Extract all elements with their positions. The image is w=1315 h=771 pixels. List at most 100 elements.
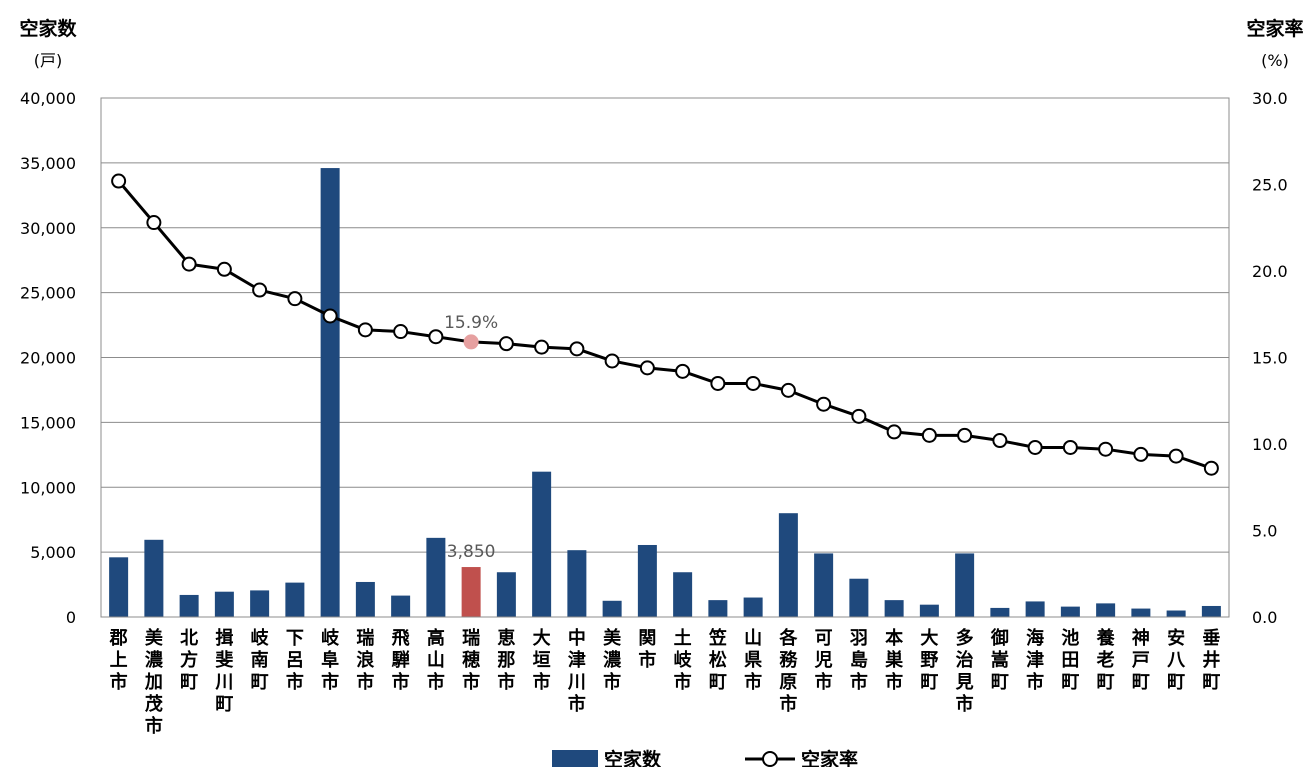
point [428,329,444,345]
bar [1060,606,1080,617]
right-axis-ticks: 0.0 5.0 10.0 15.0 20.0 25.0 30.0 [1252,89,1288,627]
bar [849,578,869,617]
category-label: 高山市 [427,627,445,693]
category-label: 土岐市 [674,628,693,693]
bar [320,168,340,617]
point [1203,460,1219,476]
left-tick-label: 15,000 [20,413,76,432]
bar-annotation: 3,850 [447,542,496,562]
point [816,396,832,412]
point [498,336,514,352]
point [1168,448,1184,464]
category-label: 養老町 [1096,627,1115,693]
category-label: 多治見市 [955,627,974,715]
category-label: 安八町 [1167,627,1186,693]
left-axis-ticks: 0 5,000 10,000 15,000 20,000 25,000 30,000 35,0… [20,89,76,627]
category-label: 瑞穂市 [462,628,480,693]
plot-frame [100,97,1230,618]
legend-swatch-marker [762,751,778,767]
category-label: 下呂市 [286,628,304,693]
category-label: 郡上市 [109,628,128,693]
bar [426,537,446,617]
point [111,173,127,189]
category-label: 海津市 [1026,627,1044,693]
bar [708,600,728,617]
point [745,375,761,391]
point [287,291,303,307]
bar [919,604,939,617]
legend-label-line: 空家率 [801,748,858,767]
category-label: 岐南町 [251,627,270,693]
bar [814,553,834,617]
right-tick-label: 25.0 [1252,176,1288,195]
category-label: 本巣市 [884,627,904,693]
axes [100,97,1230,618]
legend-label-bar: 空家数 [604,748,662,767]
bar [955,553,975,617]
point-annotation: 15.9% [444,313,498,333]
point [357,322,373,338]
right-tick-label: 20.0 [1252,262,1288,281]
category-label: 山県市 [744,628,762,693]
left-axis-unit: (戸) [34,51,63,70]
category-label: 神戸町 [1132,627,1150,693]
point [851,408,867,424]
point [921,427,937,443]
point [992,433,1008,449]
category-label: 美濃加茂市 [144,627,164,737]
category-label: 羽島市 [850,628,868,693]
left-tick-label: 25,000 [20,284,76,303]
bar [285,582,305,617]
bar [1025,601,1045,617]
point [639,360,655,376]
category-label: 揖斐川町 [214,627,233,715]
point [322,308,338,324]
bar [1166,610,1186,617]
category-label: 恵那市 [497,627,515,693]
category-label: 大野町 [920,627,938,693]
category-label: 瑞浪市 [356,628,374,693]
bar [496,572,516,617]
bar [391,595,411,617]
bar [461,567,481,617]
point [569,341,585,357]
category-label: 美濃市 [603,627,622,693]
right-tick-label: 30.0 [1252,89,1288,108]
right-axis-title: 空家率 [1246,17,1303,40]
category-label: 飛騨市 [391,628,410,693]
point [1098,441,1114,457]
point [1133,446,1149,462]
bar [250,590,270,617]
point [216,261,232,277]
point [146,215,162,231]
point [463,334,479,350]
bar [179,594,199,617]
bar [532,471,552,617]
left-tick-label: 5,000 [30,543,76,562]
category-label: 岐阜市 [321,627,340,693]
point [710,375,726,391]
point [252,282,268,298]
right-tick-label: 15.0 [1252,349,1288,368]
bar [637,544,657,617]
bar [602,600,622,617]
category-label: 池田町 [1061,627,1079,693]
bar [567,550,587,617]
category-label: 北方町 [180,628,198,693]
line-series [111,173,1219,476]
point [957,427,973,443]
category-label: 笠松町 [708,627,727,693]
bar [109,557,129,617]
point [534,339,550,355]
point [181,256,197,272]
category-label: 垂井町 [1202,628,1220,693]
left-axis-title: 空家数 [19,17,77,40]
point [604,353,620,369]
point [780,382,796,398]
bar [884,600,904,617]
bar-series [109,168,1221,617]
bar [743,597,763,617]
bar [1201,605,1221,617]
